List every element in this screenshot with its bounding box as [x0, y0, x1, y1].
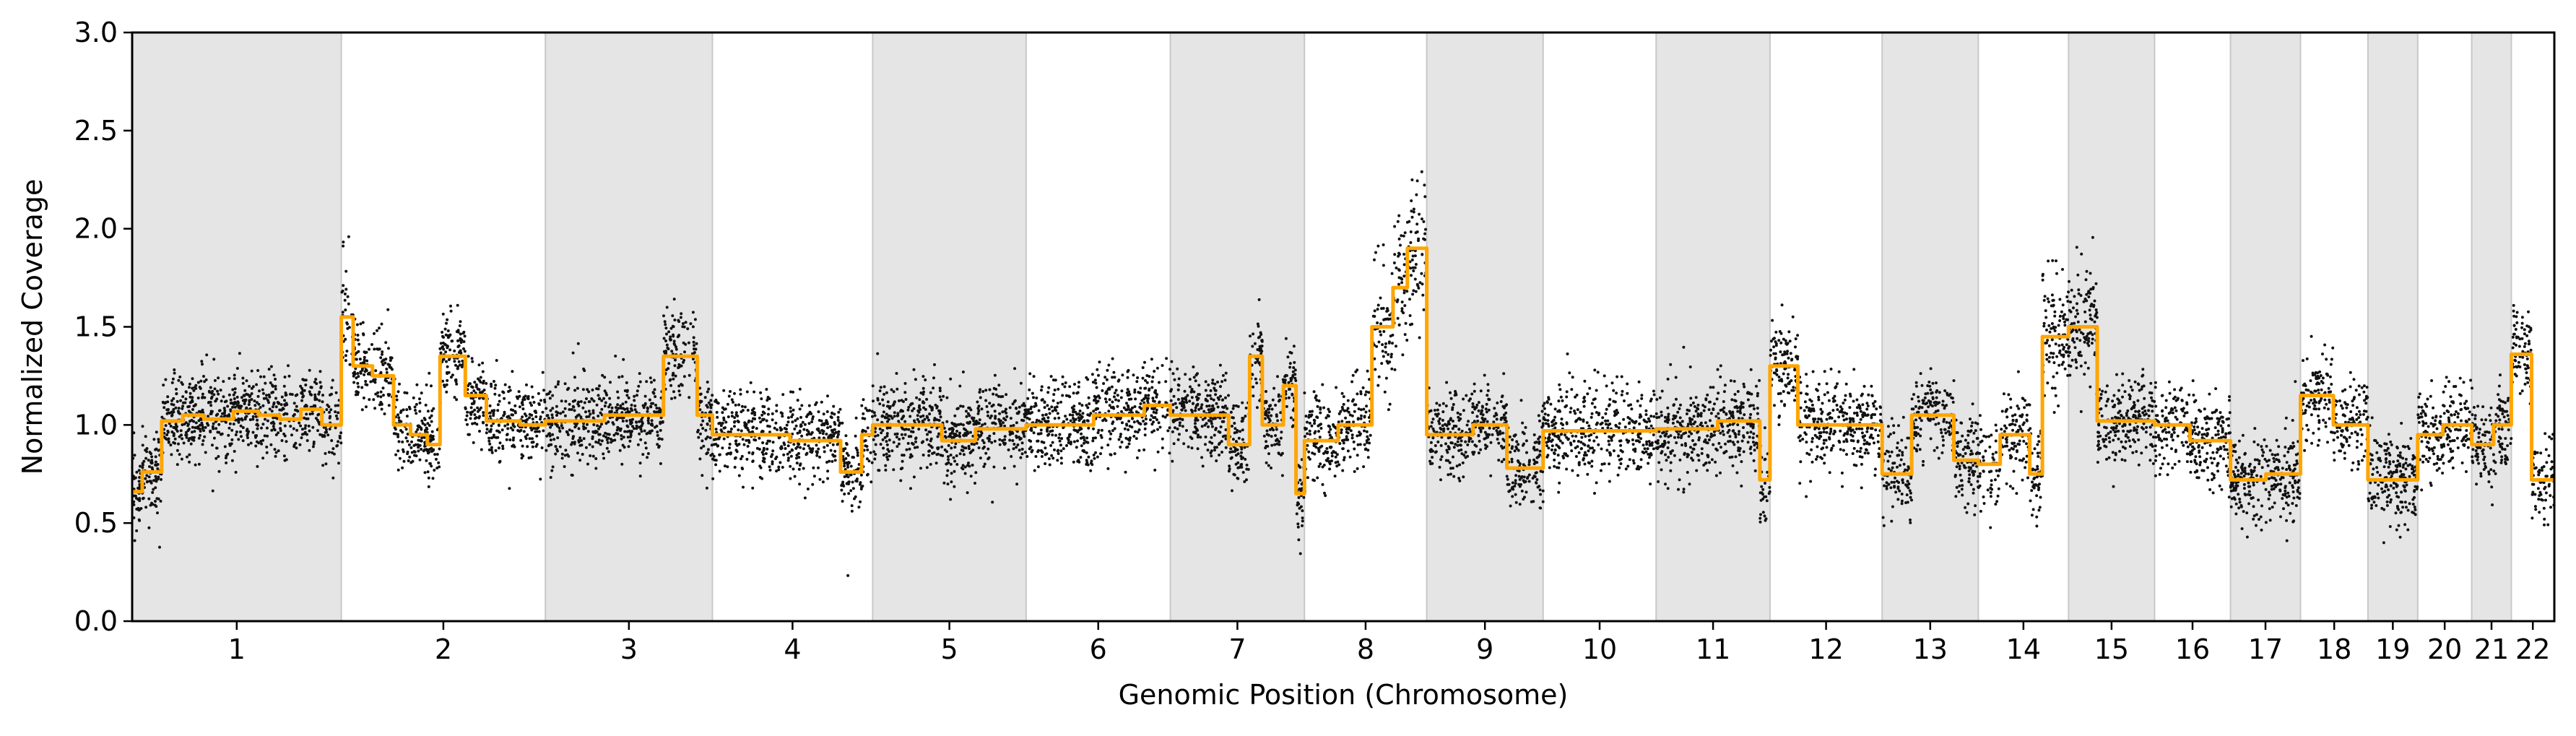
- segment-step-line: [132, 246, 2554, 495]
- x-tick-label-chr-4: 4: [784, 633, 801, 665]
- x-axis-label: Genomic Position (Chromosome): [1119, 679, 1569, 711]
- chromosome-band-17: [2229, 32, 2302, 622]
- x-tick-label-chr-3: 3: [620, 633, 638, 665]
- x-tick-label-chr-20: 20: [2427, 633, 2462, 665]
- chromosome-band-3: [545, 32, 714, 622]
- chromosome-band-13: [1881, 32, 1979, 622]
- x-tick-label-chr-12: 12: [1808, 633, 1843, 665]
- plot-frame: [131, 31, 2556, 623]
- coverage-point-cloud: [131, 170, 2556, 577]
- x-tick-label-chr-21: 21: [2474, 633, 2509, 665]
- y-tick-label: 2.5: [74, 115, 118, 147]
- y-axis-label: Normalized Coverage: [17, 179, 48, 475]
- y-tick-label: 0.0: [74, 605, 118, 637]
- x-tick-label-chr-9: 9: [1476, 633, 1493, 665]
- y-tick-label: 1.5: [74, 311, 118, 343]
- x-tick-label-chr-17: 17: [2248, 633, 2283, 665]
- y-axis: 0.0 0.5 1.0 1.5 2.0 2.5 3.0: [74, 17, 132, 637]
- chromosome-band-1: [131, 32, 342, 622]
- y-tick-label: 1.0: [74, 409, 118, 441]
- x-tick-label-chr-14: 14: [2006, 633, 2041, 665]
- x-tick-label-chr-16: 16: [2175, 633, 2210, 665]
- chromosome-band-9: [1426, 32, 1544, 622]
- x-tick-label-chr-5: 5: [941, 633, 958, 665]
- y-tick-label: 0.5: [74, 507, 118, 539]
- chromosome-band-11: [1655, 32, 1771, 622]
- x-tick-label-chr-8: 8: [1357, 633, 1374, 665]
- chromosome-band-21: [2471, 32, 2512, 622]
- y-tick-label: 2.0: [74, 213, 118, 245]
- x-tick-label-chr-6: 6: [1090, 633, 1107, 665]
- x-tick-label-chr-15: 15: [2094, 633, 2129, 665]
- x-tick-label-chr-2: 2: [435, 633, 452, 665]
- x-tick-label-chr-18: 18: [2317, 633, 2351, 665]
- x-tick-label-chr-13: 13: [1913, 633, 1948, 665]
- x-axis: 1 2 3 4 5 6 7 8 9 10 11 12 13 14 15 16 17 18 19 20 21 22: [228, 621, 2550, 665]
- chromosome-band-19: [2367, 32, 2419, 622]
- chromosome-bands: [131, 32, 2512, 622]
- x-tick-label-chr-22: 22: [2515, 633, 2550, 665]
- coverage-points: [131, 170, 2556, 577]
- y-tick-label: 3.0: [74, 17, 118, 48]
- segment-line: [132, 246, 2554, 495]
- chromosome-band-5: [872, 32, 1027, 622]
- chromosome-band-7: [1169, 32, 1306, 622]
- x-tick-label-chr-19: 19: [2375, 633, 2410, 665]
- x-tick-label-chr-7: 7: [1228, 633, 1246, 665]
- x-tick-label-chr-1: 1: [228, 633, 246, 665]
- x-tick-label-chr-10: 10: [1582, 633, 1617, 665]
- x-tick-label-chr-11: 11: [1696, 633, 1730, 665]
